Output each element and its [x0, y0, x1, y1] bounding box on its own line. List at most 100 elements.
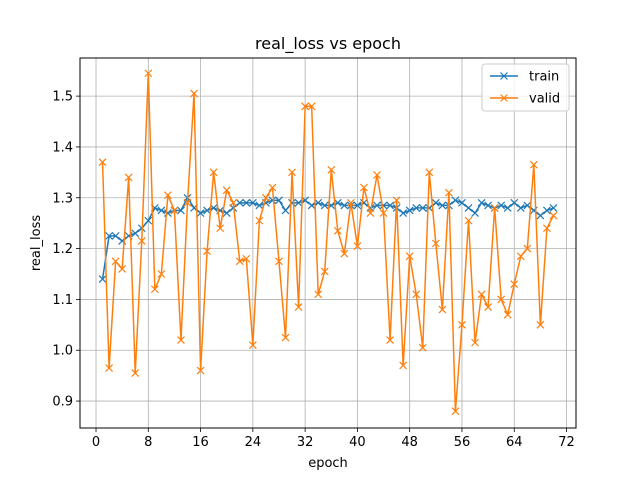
valid-point: [392, 196, 401, 205]
x-tick-label: 24: [245, 435, 262, 450]
valid-point: [399, 361, 408, 370]
y-tick-label: 1.2: [52, 242, 73, 257]
train-point: [242, 198, 251, 207]
series-valid: [98, 69, 558, 416]
x-tick-label: 64: [506, 435, 523, 450]
train-point: [399, 209, 408, 217]
valid-point: [438, 305, 447, 314]
valid-point: [222, 186, 231, 195]
valid-point: [131, 369, 140, 378]
valid-point: [203, 247, 212, 256]
x-tick-label: 40: [349, 435, 366, 450]
x-tick-label: 16: [192, 435, 209, 450]
train-point: [431, 198, 440, 207]
plot-frame: [79, 57, 577, 429]
valid-point: [216, 224, 225, 233]
train-point: [516, 204, 525, 212]
valid-point: [118, 264, 127, 273]
train-point: [177, 206, 185, 215]
valid-point: [516, 252, 525, 261]
train-point: [281, 206, 290, 215]
valid-point: [124, 173, 133, 182]
train-point: [536, 211, 545, 220]
valid-point: [190, 89, 198, 98]
x-tick-label: 56: [454, 435, 471, 450]
valid-point: [242, 254, 251, 263]
valid-point: [353, 242, 362, 250]
x-tick-label: 72: [558, 435, 575, 450]
valid-point: [314, 290, 323, 299]
train-point: [503, 204, 512, 212]
train-point: [268, 196, 277, 205]
train-point: [412, 204, 421, 212]
valid-point: [170, 206, 179, 215]
valid-point: [307, 102, 316, 111]
valid-point: [261, 193, 270, 202]
train-point: [471, 209, 479, 217]
train-point: [484, 201, 493, 210]
train-point: [418, 204, 427, 212]
valid-point: [327, 165, 336, 174]
valid-point: [529, 160, 538, 169]
valid-point: [163, 191, 172, 200]
valid-point: [105, 364, 114, 372]
train-point: [314, 198, 323, 207]
train-point: [222, 209, 231, 217]
plot-area: [80, 58, 576, 428]
valid-point: [248, 341, 257, 350]
valid-point: [144, 69, 153, 78]
valid-point: [425, 168, 434, 177]
train-point: [196, 209, 205, 217]
valid-point: [137, 237, 146, 245]
train-point: [294, 198, 303, 207]
valid-point: [288, 168, 296, 177]
valid-point: [444, 188, 453, 197]
train-point: [542, 206, 551, 215]
valid-point: [268, 183, 277, 192]
valid-point: [157, 270, 166, 278]
train-point: [386, 201, 395, 210]
valid-point: [229, 198, 238, 207]
x-axis-title: epoch: [308, 456, 348, 471]
x-tick-label: 32: [297, 435, 314, 450]
axis-ticks: 0 8 16 24 32 40 48 56 64 72 0.9 1.0 1.1 1.2 1.3 1.4 1.5: [52, 90, 574, 450]
valid-point: [523, 244, 532, 253]
x-tick-label: 8: [144, 435, 152, 450]
train-point: [111, 231, 120, 240]
train-point: [320, 201, 329, 210]
train-point: [523, 201, 532, 210]
valid-point: [418, 343, 427, 352]
train-point: [438, 201, 447, 210]
train-point: [307, 201, 316, 210]
valid-point: [477, 290, 486, 299]
valid-point: [386, 336, 395, 344]
valid-point: [484, 303, 493, 311]
x-tick-label: 0: [92, 435, 100, 450]
legend-item-valid: valid: [490, 92, 560, 107]
valid-point: [196, 366, 205, 375]
train-point: [105, 231, 114, 240]
valid-point: [458, 320, 466, 329]
valid-point: [412, 290, 421, 299]
valid-point: [346, 198, 355, 207]
train-point: [235, 198, 244, 207]
train-point: [144, 216, 153, 225]
train-line: [101, 197, 554, 280]
legend: train valid: [481, 63, 570, 112]
valid-point: [510, 280, 519, 289]
legend-item-train: train: [490, 70, 559, 85]
valid-point: [111, 257, 120, 266]
train-point: [458, 198, 466, 207]
legend-marker: [500, 94, 508, 102]
train-point: [373, 201, 381, 210]
y-tick-label: 1.5: [52, 90, 73, 105]
train-point: [497, 201, 506, 210]
y-tick-label: 1.0: [52, 344, 73, 359]
legend-label: valid: [529, 92, 560, 107]
series-train: [98, 193, 558, 284]
valid-point: [209, 168, 218, 177]
valid-point: [405, 252, 414, 261]
y-tick-label: 0.9: [52, 395, 73, 410]
valid-point: [255, 216, 264, 225]
